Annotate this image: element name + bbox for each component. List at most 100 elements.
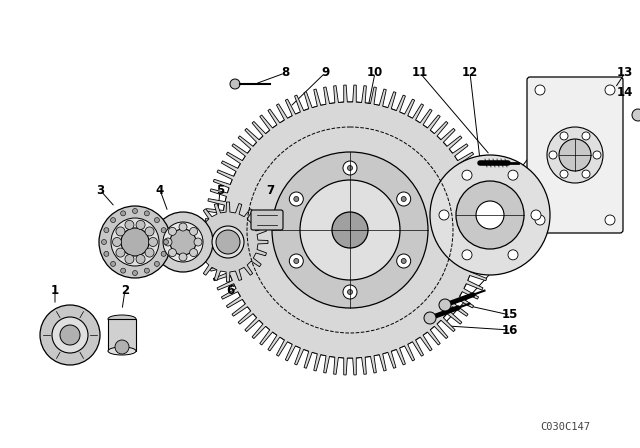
Circle shape xyxy=(559,139,591,171)
Circle shape xyxy=(170,229,196,255)
Circle shape xyxy=(194,238,202,246)
Circle shape xyxy=(153,212,213,272)
Circle shape xyxy=(163,240,168,245)
Polygon shape xyxy=(205,85,495,375)
Text: 10: 10 xyxy=(367,66,383,79)
Circle shape xyxy=(179,253,187,261)
Text: 4: 4 xyxy=(156,184,164,197)
Circle shape xyxy=(439,299,451,311)
Circle shape xyxy=(120,211,125,216)
Circle shape xyxy=(582,170,590,178)
Circle shape xyxy=(535,215,545,225)
Circle shape xyxy=(212,226,244,258)
Text: 9: 9 xyxy=(321,66,329,79)
Circle shape xyxy=(52,317,88,353)
Circle shape xyxy=(164,238,172,246)
Circle shape xyxy=(348,289,353,294)
Circle shape xyxy=(148,237,157,246)
Text: 13: 13 xyxy=(617,66,633,79)
Circle shape xyxy=(154,262,159,267)
Circle shape xyxy=(343,161,357,175)
Circle shape xyxy=(154,218,159,223)
Circle shape xyxy=(189,249,198,257)
Circle shape xyxy=(104,228,109,233)
Circle shape xyxy=(332,212,368,248)
Ellipse shape xyxy=(108,347,136,355)
Circle shape xyxy=(245,125,455,335)
Text: C030C147: C030C147 xyxy=(540,422,590,432)
Circle shape xyxy=(136,254,145,263)
Circle shape xyxy=(99,206,171,278)
Circle shape xyxy=(560,170,568,178)
Text: 8: 8 xyxy=(281,66,289,79)
Circle shape xyxy=(113,237,122,246)
Polygon shape xyxy=(188,202,268,282)
Text: 14: 14 xyxy=(617,86,633,99)
Circle shape xyxy=(222,102,478,358)
Circle shape xyxy=(289,254,303,268)
Text: 11: 11 xyxy=(412,66,428,79)
Circle shape xyxy=(104,251,109,256)
Text: 1: 1 xyxy=(51,284,59,297)
Circle shape xyxy=(121,228,149,256)
Circle shape xyxy=(424,312,436,324)
Circle shape xyxy=(605,85,615,95)
Text: 2: 2 xyxy=(121,284,129,297)
Circle shape xyxy=(145,211,149,216)
Circle shape xyxy=(560,132,568,140)
Circle shape xyxy=(40,305,100,365)
Circle shape xyxy=(300,180,400,280)
Text: 5: 5 xyxy=(216,184,224,197)
Circle shape xyxy=(508,170,518,180)
Circle shape xyxy=(343,285,357,299)
Circle shape xyxy=(60,325,80,345)
Ellipse shape xyxy=(108,315,136,323)
Circle shape xyxy=(397,192,411,206)
Circle shape xyxy=(145,227,154,236)
Circle shape xyxy=(116,227,125,236)
Circle shape xyxy=(125,220,134,229)
Circle shape xyxy=(102,240,106,245)
Circle shape xyxy=(401,258,406,263)
Circle shape xyxy=(535,85,545,95)
Text: 3: 3 xyxy=(96,184,104,197)
Circle shape xyxy=(132,208,138,214)
Circle shape xyxy=(549,151,557,159)
Circle shape xyxy=(508,250,518,260)
Circle shape xyxy=(593,151,601,159)
Text: 15: 15 xyxy=(502,309,518,322)
Circle shape xyxy=(462,250,472,260)
Circle shape xyxy=(531,210,541,220)
Circle shape xyxy=(582,132,590,140)
Circle shape xyxy=(111,262,116,267)
Circle shape xyxy=(294,197,299,202)
Circle shape xyxy=(456,181,524,249)
Bar xyxy=(108,319,136,351)
Circle shape xyxy=(397,254,411,268)
Text: 7: 7 xyxy=(266,184,274,197)
Circle shape xyxy=(136,220,145,229)
Circle shape xyxy=(179,223,187,231)
Circle shape xyxy=(115,340,129,354)
Circle shape xyxy=(145,248,154,257)
Circle shape xyxy=(272,152,428,308)
Circle shape xyxy=(230,79,240,89)
Circle shape xyxy=(132,271,138,276)
Circle shape xyxy=(348,165,353,171)
Circle shape xyxy=(168,228,177,235)
Circle shape xyxy=(430,155,550,275)
Circle shape xyxy=(120,268,125,273)
Circle shape xyxy=(401,197,406,202)
Circle shape xyxy=(547,127,603,183)
Circle shape xyxy=(168,249,177,257)
FancyBboxPatch shape xyxy=(251,210,283,230)
Text: 6: 6 xyxy=(226,284,234,297)
Text: 16: 16 xyxy=(502,323,518,336)
Circle shape xyxy=(289,192,303,206)
Circle shape xyxy=(111,218,159,266)
Circle shape xyxy=(111,218,116,223)
Circle shape xyxy=(476,201,504,229)
Circle shape xyxy=(439,210,449,220)
Circle shape xyxy=(163,222,203,262)
Circle shape xyxy=(216,230,240,254)
